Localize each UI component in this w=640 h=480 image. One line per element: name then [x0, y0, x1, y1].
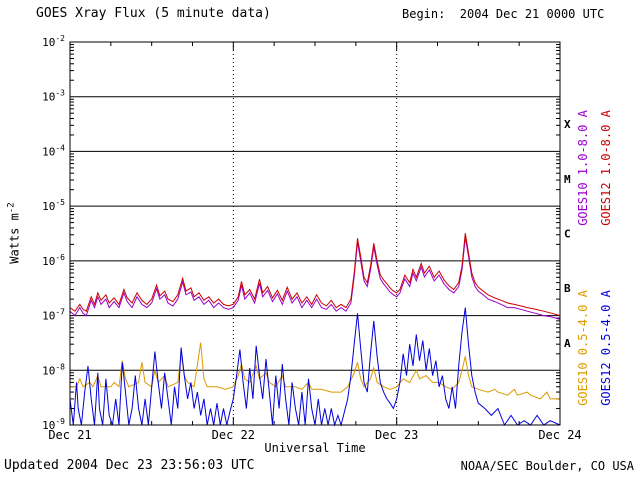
y-tick-exponent: -7: [55, 308, 65, 317]
y-tick-exponent: -5: [55, 198, 65, 207]
y-tick-exponent: -3: [55, 89, 65, 98]
y-tick-label: 10-4: [42, 143, 65, 158]
series-label-goes10-short: GOES10 0.5-4.0 A: [576, 290, 590, 406]
y-tick-exponent: -9: [55, 417, 65, 426]
noaa-credit: NOAA/SEC Boulder, CO USA: [460, 459, 634, 473]
y-tick-label: 10-2: [42, 34, 65, 49]
y-tick-exponent: -2: [55, 34, 65, 43]
y-axis-label-text: Watts m: [7, 213, 22, 264]
y-tick-exponent: -8: [55, 362, 65, 371]
flare-class-label: M: [564, 173, 571, 186]
series-label-goes12-long: GOES12 1.0-8.0 A: [599, 110, 613, 226]
series-line-goes10-1-0-8-0-a: [69, 237, 561, 320]
x-axis-label: Universal Time: [264, 441, 366, 455]
series-line-goes12-1-0-8-0-a: [69, 233, 561, 317]
y-tick-label: 10-8: [42, 362, 65, 377]
x-tick-label: Dec 22: [212, 428, 255, 442]
chart-title: GOES Xray Flux (5 minute data): [36, 6, 271, 21]
y-tick-label: 10-3: [42, 89, 65, 104]
x-tick-label: Dec 23: [375, 428, 418, 442]
series-label-goes12-short: GOES12 0.5-4.0 A: [599, 290, 613, 406]
series-label-goes10-long: GOES10 1.0-8.0 A: [576, 110, 590, 226]
series-line-goes10-0-5-4-0-a: [70, 342, 560, 400]
x-tick-label: Dec 21: [48, 428, 91, 442]
y-tick-label: 10-6: [42, 253, 65, 268]
y-axis-label-exponent: -2: [6, 202, 17, 214]
x-tick-label: Dec 24: [538, 428, 581, 442]
y-tick-exponent: -6: [55, 253, 65, 262]
flare-class-label: C: [564, 228, 571, 241]
series-line-goes12-0-5-4-0-a: [69, 307, 561, 427]
plot-border: [69, 41, 561, 426]
flare-class-label: B: [564, 282, 571, 295]
flare-class-label: X: [564, 118, 571, 131]
updated-timestamp: Updated 2004 Dec 23 23:56:03 UTC: [4, 458, 255, 473]
y-axis-label: Watts m-2: [7, 202, 22, 263]
y-tick-exponent: -4: [55, 143, 65, 152]
y-tick-label: 10-7: [42, 308, 65, 323]
flare-class-label: A: [564, 337, 571, 350]
y-tick-label: 10-5: [42, 198, 65, 213]
begin-timestamp: Begin: 2004 Dec 21 0000 UTC: [402, 7, 605, 21]
